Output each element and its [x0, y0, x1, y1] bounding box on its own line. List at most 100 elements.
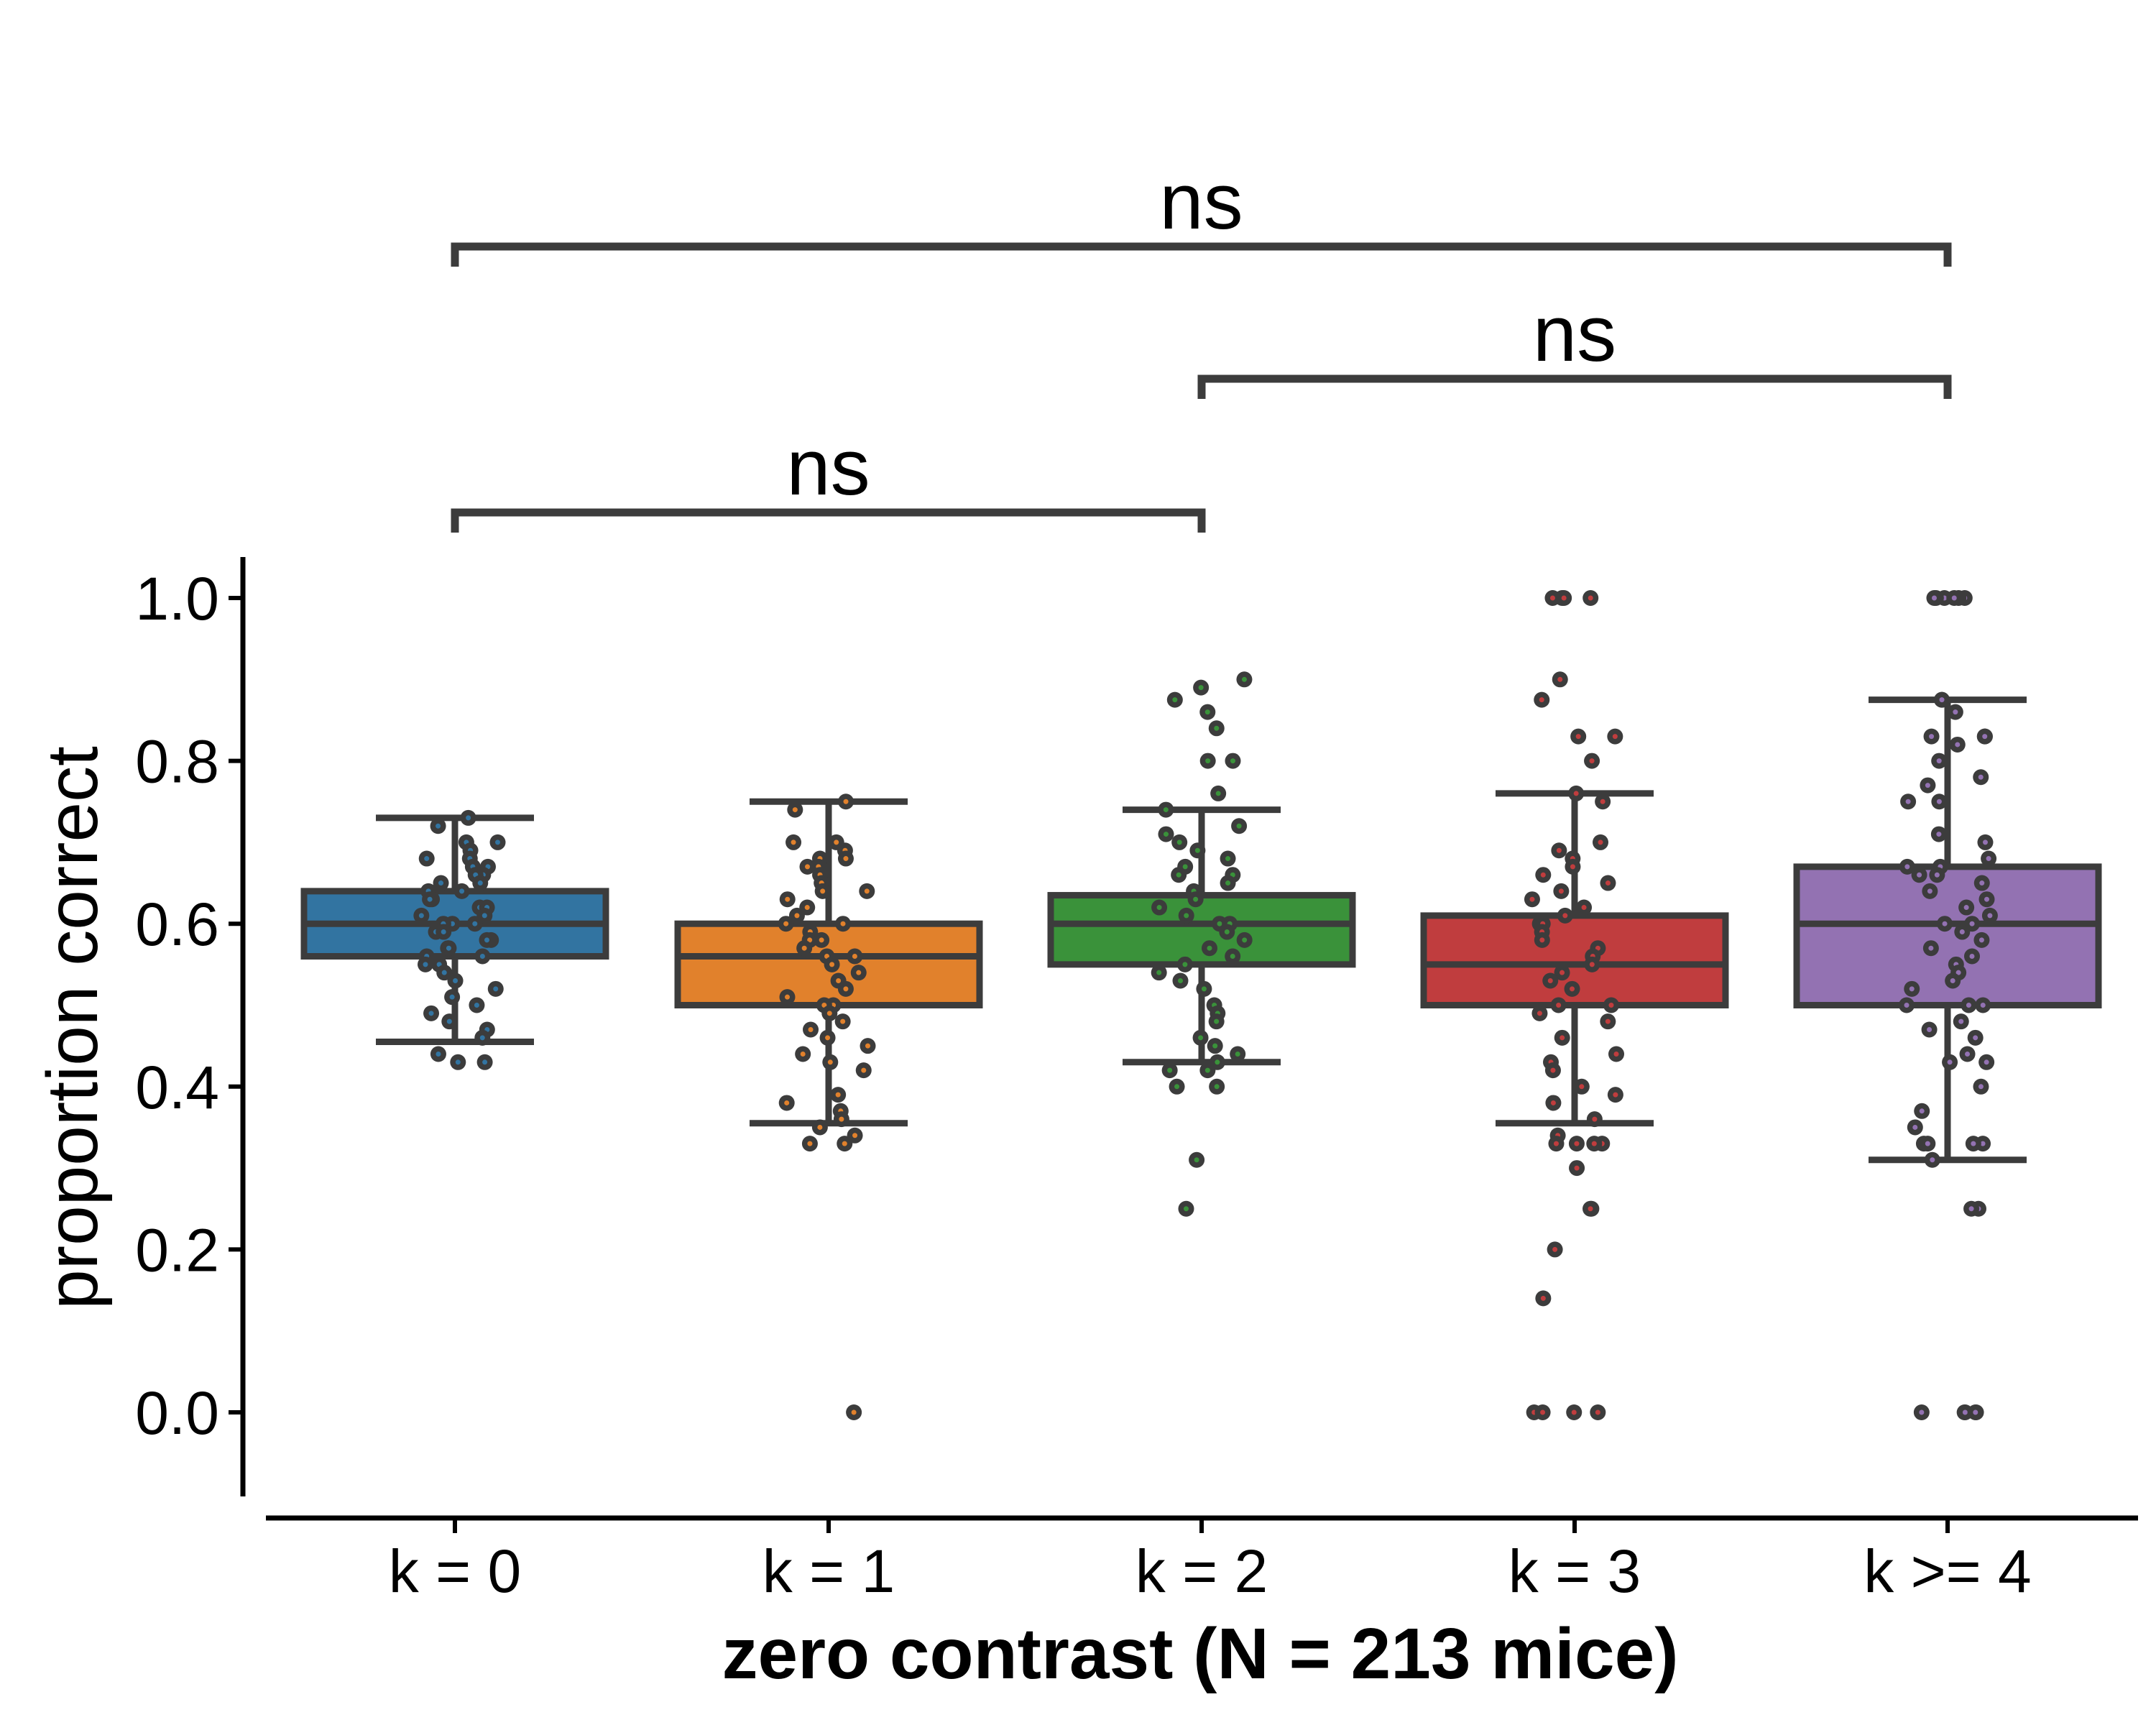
data-point-core — [1537, 1011, 1542, 1016]
data-point — [1603, 997, 1619, 1013]
data-point-core — [1598, 840, 1603, 845]
data-point-core — [446, 945, 451, 951]
data-point — [838, 794, 854, 810]
x-tick-label: k = 1 — [763, 1537, 895, 1605]
data-point-core — [1184, 913, 1189, 919]
data-point — [476, 1054, 493, 1070]
data-point — [1172, 972, 1189, 989]
data-point-core — [1540, 1295, 1546, 1301]
data-point — [1545, 1095, 1562, 1111]
data-point-core — [466, 815, 471, 821]
data-point — [1199, 753, 1216, 769]
data-point-core — [1198, 1035, 1204, 1041]
data-point — [436, 965, 453, 981]
data-point-core — [1912, 1124, 1918, 1130]
data-point — [787, 801, 803, 818]
data-point-core — [785, 896, 791, 902]
data-point-core — [1182, 864, 1188, 870]
data-point — [1542, 972, 1559, 989]
data-point-core — [851, 1409, 857, 1415]
significance-label: ns — [1533, 290, 1616, 378]
data-point-core — [1529, 896, 1535, 902]
data-point-core — [1241, 676, 1247, 682]
data-point-core — [1183, 1206, 1189, 1212]
data-point — [1171, 867, 1187, 883]
data-point — [1961, 997, 1977, 1013]
data-point — [1920, 777, 1936, 794]
data-point — [837, 980, 854, 997]
data-point-core — [852, 1133, 858, 1138]
data-point — [778, 1095, 795, 1111]
data-point — [1586, 1111, 1603, 1128]
data-point-core — [1214, 1018, 1220, 1024]
x-tick-label: k = 3 — [1508, 1537, 1641, 1605]
data-point — [1531, 1005, 1548, 1021]
data-point-core — [1969, 954, 1975, 960]
data-point-core — [1236, 823, 1242, 829]
data-point — [479, 932, 495, 948]
data-point-core — [1942, 921, 1948, 926]
data-point-core — [821, 1003, 827, 1008]
data-point — [1178, 907, 1194, 924]
data-point — [1231, 818, 1248, 834]
data-point — [1225, 948, 1241, 965]
y-ticks: 0.0 0.2 0.4 0.6 0.8 1.0 — [135, 565, 243, 1447]
data-point-core — [438, 880, 444, 886]
data-point — [489, 834, 506, 850]
data-point-core — [423, 962, 428, 967]
data-point-core — [840, 921, 846, 926]
box-2 — [1047, 806, 1356, 1066]
data-point — [466, 916, 483, 932]
data-point-core — [1560, 1035, 1565, 1041]
data-point — [1534, 691, 1550, 708]
data-point-core — [1207, 945, 1212, 951]
data-point — [1556, 590, 1572, 606]
data-point — [1608, 1046, 1625, 1062]
data-point — [422, 891, 438, 908]
data-point-core — [827, 1059, 833, 1065]
data-point-core — [1570, 986, 1575, 992]
data-point-core — [791, 840, 796, 845]
data-point-core — [427, 896, 433, 902]
data-point-core — [1549, 595, 1555, 601]
data-point — [1981, 907, 1998, 924]
data-point-core — [1608, 1003, 1614, 1008]
data-point-core — [804, 864, 810, 870]
data-point-core — [1978, 937, 1984, 943]
data-point-core — [1600, 799, 1606, 804]
data-point — [1219, 924, 1235, 940]
data-point — [1953, 1013, 1969, 1030]
data-point — [1590, 1404, 1606, 1420]
data-point-core — [474, 1003, 479, 1008]
data-point — [1568, 1136, 1585, 1152]
data-point-core — [436, 823, 441, 829]
data-point-core — [1589, 962, 1595, 967]
data-point — [1977, 834, 1994, 850]
data-point-core — [819, 937, 824, 943]
data-point — [1535, 1290, 1552, 1307]
data-point — [1199, 704, 1216, 720]
data-point — [1904, 980, 1920, 997]
data-point-core — [865, 1043, 871, 1049]
data-point — [1583, 1200, 1599, 1217]
data-point — [846, 1404, 862, 1420]
data-point-core — [1224, 929, 1230, 935]
data-point-core — [784, 994, 790, 1000]
data-point — [460, 809, 476, 826]
data-point-core — [1214, 1084, 1220, 1090]
y-tick-label: 0.6 — [135, 891, 219, 958]
data-point — [1975, 997, 1991, 1013]
data-point-core — [1955, 742, 1961, 748]
data-point-core — [1201, 986, 1207, 992]
data-point — [1924, 1151, 1940, 1168]
data-point — [1236, 671, 1253, 688]
data-point-core — [1982, 734, 1988, 740]
data-point-core — [1980, 1003, 1986, 1008]
data-point — [1584, 956, 1600, 972]
data-point-core — [1581, 905, 1587, 911]
data-point-core — [1947, 1059, 1953, 1065]
data-point — [778, 916, 794, 932]
iqr-box — [1047, 892, 1356, 968]
data-point — [1554, 965, 1570, 981]
data-point-core — [1235, 1051, 1240, 1057]
